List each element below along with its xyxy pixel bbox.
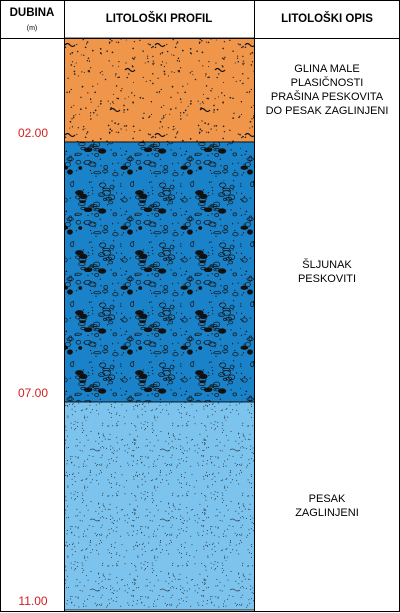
- layer-description: PLASIČNOSTI: [291, 76, 364, 89]
- layer-pattern: [64, 401, 255, 611]
- depth-label: 02.00: [18, 126, 48, 140]
- layer-description: ZAGLINJENI: [295, 507, 359, 519]
- layer-pattern: [64, 37, 255, 143]
- layer-description: PRAŠINA PESKOVITA: [271, 90, 384, 103]
- depth-label: 07.00: [18, 386, 48, 400]
- layer-description: ŠLJUNAK: [302, 258, 352, 271]
- layer-description: PESAK: [309, 493, 346, 505]
- layer-description: DO PESAK ZAGLINJENI: [266, 105, 389, 117]
- layer-description: GLINA MALE: [294, 63, 359, 75]
- header-description: LITOLOŠKI OPIS: [281, 12, 373, 25]
- header-depth-unit: (m): [27, 25, 38, 32]
- depth-label: 11.00: [18, 594, 47, 608]
- layer-pattern: [64, 141, 255, 403]
- layer-description: PESKOVITI: [298, 273, 356, 285]
- header-profile: LITOLOŠKI PROFIL: [106, 12, 212, 25]
- header-depth: DUBINA: [10, 7, 55, 19]
